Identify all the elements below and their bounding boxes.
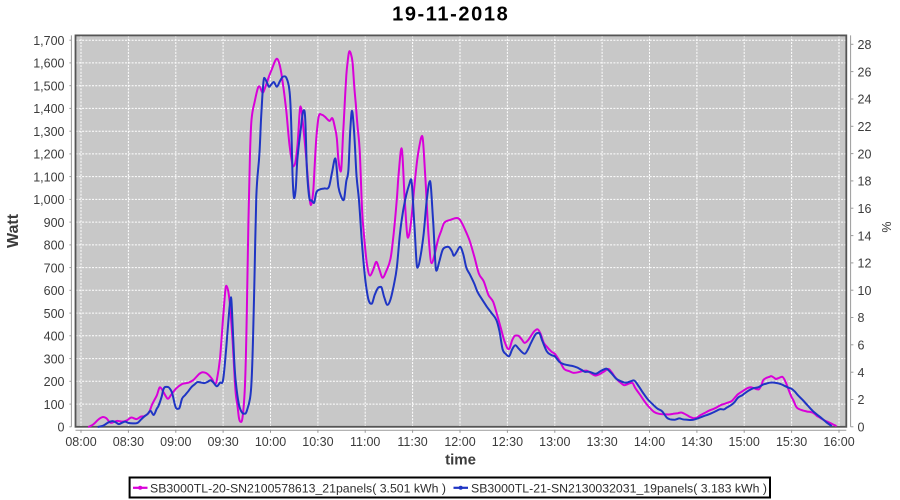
svg-text:13:30: 13:30	[586, 435, 617, 449]
svg-text:10: 10	[858, 284, 872, 298]
svg-text:1,100: 1,100	[33, 170, 64, 184]
svg-text:12:30: 12:30	[492, 435, 523, 449]
svg-text:14:00: 14:00	[634, 435, 665, 449]
svg-text:400: 400	[44, 330, 65, 344]
svg-text:16: 16	[858, 202, 872, 216]
svg-text:10:00: 10:00	[255, 435, 286, 449]
svg-text:12: 12	[858, 257, 872, 271]
svg-text:22: 22	[858, 120, 872, 134]
svg-text:800: 800	[44, 239, 65, 253]
svg-text:08:00: 08:00	[65, 435, 96, 449]
svg-text:time: time	[445, 452, 476, 469]
svg-text:09:00: 09:00	[160, 435, 191, 449]
svg-text:4: 4	[858, 366, 865, 380]
svg-text:19-11-2018: 19-11-2018	[392, 3, 509, 25]
svg-text:1,600: 1,600	[33, 57, 64, 71]
svg-text:15:00: 15:00	[729, 435, 760, 449]
svg-text:11:30: 11:30	[397, 435, 427, 449]
svg-text:1,000: 1,000	[33, 193, 64, 207]
svg-text:26: 26	[858, 65, 872, 79]
svg-text:8: 8	[858, 311, 865, 325]
svg-text:SB3000TL-21-SN2130032031_19pan: SB3000TL-21-SN2130032031_19panels( 3.183…	[471, 482, 767, 496]
svg-text:700: 700	[44, 261, 65, 275]
svg-text:24: 24	[858, 93, 872, 107]
svg-text:600: 600	[44, 284, 65, 298]
svg-text:15:30: 15:30	[776, 435, 807, 449]
svg-text:10:30: 10:30	[302, 435, 333, 449]
svg-text:13:00: 13:00	[539, 435, 570, 449]
svg-text:14:30: 14:30	[681, 435, 712, 449]
svg-text:1,500: 1,500	[33, 79, 64, 93]
svg-text:%: %	[879, 221, 893, 232]
svg-text:200: 200	[44, 375, 65, 389]
svg-text:2: 2	[858, 393, 865, 407]
svg-text:1,300: 1,300	[33, 125, 64, 139]
svg-text:0: 0	[858, 421, 865, 435]
svg-text:SB3000TL-20-SN2100578613_21pan: SB3000TL-20-SN2100578613_21panels( 3.501…	[150, 482, 446, 496]
svg-text:08:30: 08:30	[113, 435, 144, 449]
svg-text:18: 18	[858, 175, 872, 189]
svg-text:100: 100	[44, 398, 65, 412]
svg-text:1,700: 1,700	[33, 34, 64, 48]
svg-text:16:00: 16:00	[823, 435, 854, 449]
svg-text:6: 6	[858, 339, 865, 353]
svg-text:900: 900	[44, 216, 65, 230]
svg-text:20: 20	[858, 147, 872, 161]
svg-text:Watt: Watt	[5, 213, 22, 248]
svg-text:1,400: 1,400	[33, 102, 64, 116]
svg-text:14: 14	[858, 229, 872, 243]
svg-text:1,200: 1,200	[33, 148, 64, 162]
svg-text:500: 500	[44, 307, 65, 321]
svg-text:300: 300	[44, 352, 65, 366]
svg-text:0: 0	[58, 421, 65, 435]
svg-text:09:30: 09:30	[207, 435, 238, 449]
svg-text:28: 28	[858, 38, 872, 52]
svg-text:11:00: 11:00	[350, 435, 380, 449]
svg-text:12:00: 12:00	[444, 435, 475, 449]
